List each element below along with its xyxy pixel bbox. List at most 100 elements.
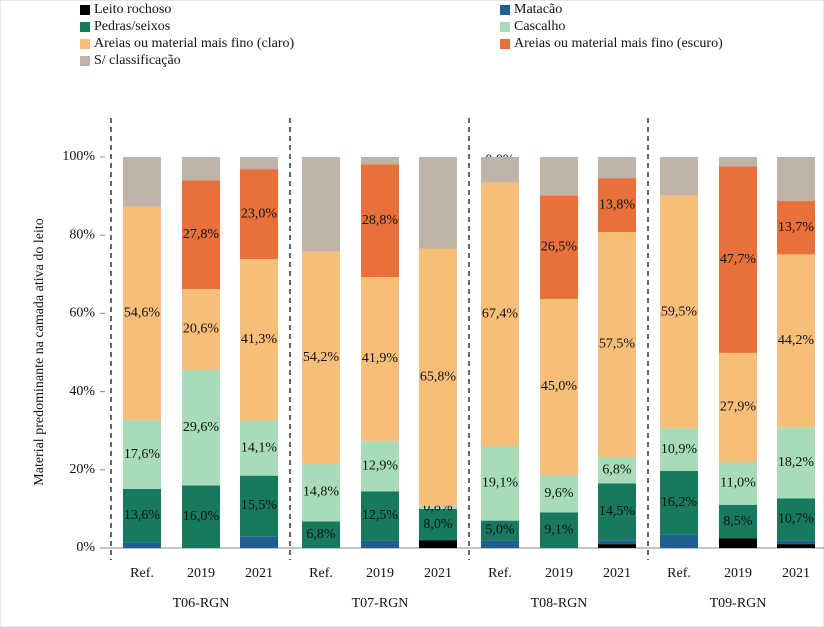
- bar-segment: [302, 157, 340, 252]
- value-label: 13,7%: [778, 220, 815, 235]
- bar-segment: [540, 474, 578, 513]
- value-label: 6,8%: [306, 527, 336, 542]
- value-label: 45,0%: [541, 379, 578, 394]
- bar-segment: [302, 251, 340, 464]
- value-label: 54,2%: [303, 350, 340, 365]
- legend-swatch: [500, 22, 510, 32]
- x-tick-label: Ref.: [130, 566, 154, 581]
- bar-segment: [719, 352, 757, 462]
- legend-swatch: [500, 39, 510, 49]
- legend-swatch: [80, 56, 90, 66]
- bar-segment: [540, 157, 578, 196]
- x-tick-label: 2021: [603, 566, 631, 581]
- bar-segment: [123, 157, 161, 207]
- y-tick-label: 20%: [69, 462, 95, 477]
- bar-segment: [182, 485, 220, 548]
- value-label: 6,8%: [602, 462, 632, 477]
- group-label: T08-RGN: [531, 596, 588, 611]
- value-label: 59,5%: [661, 304, 698, 319]
- group-label: T09-RGN: [710, 596, 767, 611]
- value-label: 28,8%: [362, 213, 399, 228]
- value-label: 47,7%: [720, 252, 757, 267]
- legend-label: S/ classificação: [94, 53, 181, 68]
- bar-segment: [540, 195, 578, 299]
- bar-segment: [123, 420, 161, 489]
- bar-segment: [481, 520, 519, 541]
- value-label: 44,2%: [778, 333, 815, 348]
- bar-segment: [240, 420, 278, 476]
- value-label: 16,0%: [183, 509, 220, 524]
- bar-segment: [719, 461, 757, 505]
- value-label: 14,1%: [241, 440, 278, 455]
- bar-segment: [660, 428, 698, 471]
- bar-segment: [719, 538, 757, 548]
- legend-label: Areias ou material mais fino (claro): [94, 36, 295, 51]
- bar-segment: [302, 521, 340, 548]
- bar-segment: [598, 456, 636, 484]
- bar-segment: [660, 195, 698, 429]
- bar-segment: [481, 445, 519, 521]
- x-tick-label: Ref.: [488, 566, 512, 581]
- value-label: 13,8%: [599, 197, 636, 212]
- bar-segment: [182, 180, 220, 290]
- bar-segment: [719, 166, 757, 353]
- bar-segment: [598, 540, 636, 545]
- x-tick-label: Ref.: [667, 566, 691, 581]
- legend-label: Areias ou material mais fino (escuro): [514, 36, 723, 51]
- bar-segment: [240, 536, 278, 548]
- value-label: 54,6%: [124, 306, 161, 321]
- bar-segment: [719, 157, 757, 167]
- bar-segment: [660, 157, 698, 196]
- bar-segment: [302, 463, 340, 522]
- value-label: 57,5%: [599, 337, 636, 352]
- value-label: 18,2%: [778, 455, 815, 470]
- legend-swatch: [80, 22, 90, 32]
- value-label: 8,5%: [723, 514, 753, 529]
- bar-segment: [598, 544, 636, 548]
- value-label: 5,0%: [485, 523, 515, 538]
- bar-segment: [419, 248, 457, 506]
- legend-swatch: [500, 5, 510, 15]
- value-label: 11,0%: [720, 476, 756, 491]
- x-tick-label: 2019: [187, 566, 215, 581]
- bar-segment: [777, 544, 815, 548]
- bar-segment: [660, 470, 698, 535]
- bar-segment: [777, 540, 815, 545]
- legend-label: Cascalho: [514, 19, 565, 34]
- bar-segment: [540, 298, 578, 475]
- value-label: 41,3%: [241, 332, 278, 347]
- value-label: 27,8%: [183, 227, 220, 242]
- bar-segment: [481, 540, 519, 548]
- value-label: 23,0%: [241, 206, 278, 221]
- bar-segment: [123, 488, 161, 543]
- bar-segment: [777, 498, 815, 541]
- value-label: 27,9%: [720, 400, 757, 415]
- bar-segment: [419, 505, 457, 509]
- bar-segment: [361, 440, 399, 492]
- value-label: 17,6%: [124, 447, 161, 462]
- bar-segment: [240, 259, 278, 421]
- bar-segment: [419, 157, 457, 249]
- bar-segment: [777, 157, 815, 201]
- value-label: 15,5%: [241, 498, 278, 513]
- value-label: 10,9%: [661, 442, 698, 457]
- bar-segment: [598, 232, 636, 457]
- y-tick-label: 0%: [76, 540, 95, 555]
- x-tick-label: 2019: [366, 566, 394, 581]
- value-label: 65,8%: [420, 369, 457, 384]
- value-label: 19,1%: [482, 476, 519, 491]
- bar-segment: [361, 277, 399, 441]
- value-label: 20,6%: [183, 322, 220, 337]
- bar-segment: [361, 491, 399, 541]
- y-tick-label: 40%: [69, 384, 95, 399]
- y-tick-label: 80%: [69, 227, 95, 242]
- bar-segment: [182, 157, 220, 181]
- bar-segment: [361, 157, 399, 165]
- bar-segment: [598, 157, 636, 179]
- legend-label: Leito rochoso: [94, 2, 171, 17]
- bar-segment: [660, 534, 698, 548]
- value-label: 9,6%: [544, 486, 574, 501]
- group-label: T07-RGN: [352, 596, 409, 611]
- y-tick-label: 100%: [62, 149, 95, 164]
